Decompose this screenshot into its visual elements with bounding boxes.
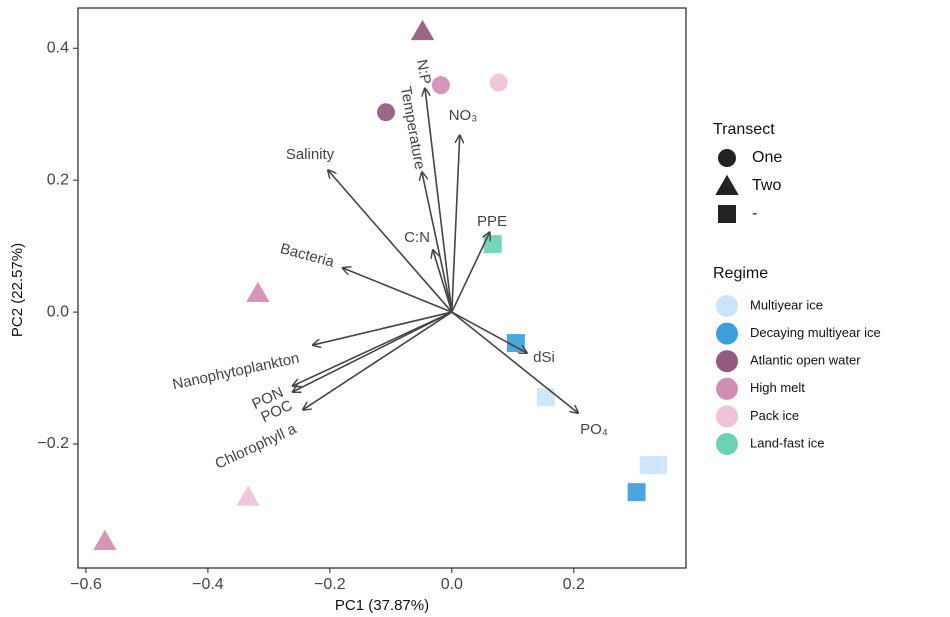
y-axis-title: PC2 (22.57%)	[9, 243, 26, 337]
loading-label: NO₃	[449, 107, 478, 124]
point	[236, 485, 260, 506]
legend-key	[716, 377, 738, 400]
y-tick-label: 0.0	[47, 303, 69, 320]
loading-arrow	[451, 232, 490, 313]
legend-key	[718, 205, 736, 223]
loading-arrow	[313, 311, 453, 345]
loading-arrow	[303, 311, 453, 410]
legend-key	[716, 350, 738, 373]
legend-label: Two	[752, 177, 781, 194]
y-tick-label: −0.2	[37, 435, 69, 452]
loading-label: C:N	[404, 229, 430, 246]
x-tick-label: 0.2	[563, 576, 585, 593]
loading-label: Nanophytoplankton	[171, 350, 301, 394]
point	[536, 388, 555, 407]
loading-arrow	[328, 170, 453, 313]
loading-arrow	[293, 311, 453, 392]
legend-label: One	[752, 149, 782, 166]
x-tick-label: −0.6	[70, 576, 102, 593]
point	[246, 281, 270, 302]
loading-label: PO₄	[580, 421, 608, 438]
x-tick-label: −0.4	[192, 576, 224, 593]
point	[489, 73, 508, 92]
loading-arrow	[422, 172, 453, 313]
loading-arrow	[425, 88, 453, 313]
legend-title: Transect	[713, 121, 775, 138]
point	[627, 483, 646, 502]
loading-label: N:P	[413, 58, 434, 86]
loading-label: Chlorophyll a	[213, 420, 300, 473]
x-tick-label: 0.0	[441, 576, 463, 593]
legend-key	[716, 405, 738, 428]
x-tick-label: −0.2	[314, 576, 346, 593]
loading-arrow	[293, 311, 453, 386]
x-axis-title: PC1 (37.87%)	[335, 597, 429, 614]
loading-arrow	[343, 268, 453, 313]
loading-arrow	[433, 250, 453, 313]
y-tick-label: 0.4	[47, 39, 69, 56]
legend-key	[716, 322, 738, 345]
legend-label: -	[752, 205, 757, 222]
legend-key	[716, 295, 738, 317]
legend-key	[716, 433, 738, 455]
legend-label: Atlantic open water	[750, 353, 861, 368]
point	[93, 529, 117, 550]
point	[431, 76, 450, 95]
legend-key	[718, 149, 736, 167]
legend-label: Decaying multiyear ice	[750, 325, 881, 340]
legend-title: Regime	[713, 265, 768, 282]
legend-label: High melt	[750, 380, 805, 395]
loading-label: dSi	[533, 349, 555, 366]
legend-label: Land-fast ice	[750, 435, 824, 450]
legend-key	[715, 174, 739, 195]
legend-label: Multiyear ice	[750, 297, 823, 312]
loading-arrow	[451, 311, 578, 413]
plot-frame	[77, 7, 687, 569]
loading-arrow	[451, 311, 527, 353]
point	[410, 19, 435, 41]
loading-label: PPE	[477, 213, 507, 230]
legend-label: Pack ice	[750, 408, 799, 423]
point	[376, 103, 395, 122]
loading-arrow	[451, 135, 460, 313]
y-tick-label: 0.2	[47, 171, 69, 188]
loading-label: Salinity	[286, 146, 335, 163]
loading-label: Temperature	[397, 85, 428, 171]
loading-label: Bacteria	[278, 240, 336, 271]
point	[648, 456, 667, 475]
